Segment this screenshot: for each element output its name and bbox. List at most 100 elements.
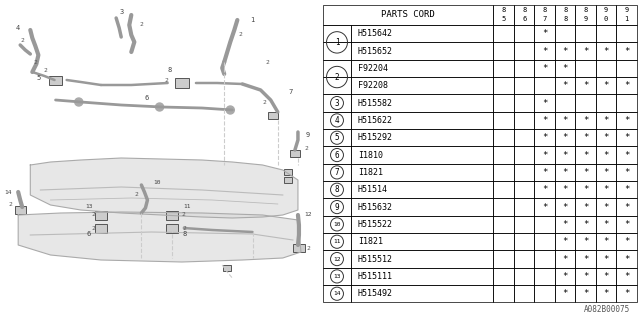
- Text: *: *: [604, 168, 609, 177]
- Text: 2: 2: [304, 146, 308, 150]
- Bar: [514, 268, 534, 285]
- Bar: [534, 94, 555, 112]
- Text: 2: 2: [183, 226, 187, 230]
- Bar: [166, 211, 178, 220]
- Bar: [534, 146, 555, 164]
- Bar: [323, 42, 351, 60]
- Bar: [323, 250, 351, 268]
- Bar: [555, 94, 575, 112]
- Text: 14: 14: [4, 189, 12, 195]
- Bar: [555, 25, 575, 42]
- Text: A082B00075: A082B00075: [584, 305, 630, 314]
- Bar: [323, 60, 351, 77]
- Circle shape: [156, 103, 164, 111]
- Text: *: *: [624, 46, 629, 56]
- Text: 3: 3: [119, 9, 124, 15]
- Text: 13: 13: [85, 204, 93, 210]
- Bar: [49, 76, 61, 84]
- Text: *: *: [542, 150, 547, 160]
- Bar: [616, 5, 637, 25]
- Bar: [596, 233, 616, 250]
- Bar: [351, 129, 493, 146]
- Text: H515111: H515111: [358, 272, 393, 281]
- Text: 12: 12: [304, 212, 312, 218]
- Bar: [596, 77, 616, 94]
- Bar: [616, 181, 637, 198]
- Bar: [596, 60, 616, 77]
- Bar: [95, 223, 107, 233]
- Bar: [616, 129, 637, 146]
- Bar: [351, 146, 493, 164]
- Bar: [575, 112, 596, 129]
- Bar: [534, 77, 555, 94]
- Bar: [596, 164, 616, 181]
- Bar: [596, 5, 616, 25]
- Bar: [514, 198, 534, 216]
- Bar: [493, 233, 514, 250]
- Text: H515642: H515642: [358, 29, 393, 38]
- Text: *: *: [583, 289, 588, 298]
- Bar: [575, 198, 596, 216]
- Bar: [493, 94, 514, 112]
- Bar: [596, 129, 616, 146]
- Text: H51514: H51514: [358, 185, 388, 194]
- Text: 11: 11: [183, 204, 191, 210]
- Bar: [493, 268, 514, 285]
- Bar: [534, 25, 555, 42]
- Bar: [616, 112, 637, 129]
- Text: *: *: [624, 185, 629, 194]
- Bar: [323, 164, 351, 181]
- Bar: [493, 146, 514, 164]
- Text: H515522: H515522: [358, 220, 393, 229]
- Bar: [493, 60, 514, 77]
- Bar: [323, 268, 351, 285]
- Bar: [351, 94, 493, 112]
- Bar: [616, 77, 637, 94]
- Bar: [596, 94, 616, 112]
- Text: 5: 5: [36, 75, 40, 81]
- Bar: [596, 112, 616, 129]
- Bar: [493, 77, 514, 94]
- Bar: [514, 77, 534, 94]
- Text: *: *: [583, 168, 588, 177]
- Text: *: *: [583, 133, 588, 142]
- Bar: [323, 233, 351, 250]
- Text: 8: 8: [563, 16, 567, 22]
- Bar: [514, 164, 534, 181]
- Bar: [555, 233, 575, 250]
- Bar: [534, 216, 555, 233]
- Text: 4: 4: [335, 116, 339, 125]
- Bar: [323, 181, 351, 198]
- Text: 4: 4: [16, 25, 20, 31]
- Text: *: *: [563, 81, 568, 90]
- Text: 8: 8: [182, 231, 187, 237]
- Text: 8: 8: [335, 185, 339, 194]
- Text: *: *: [624, 255, 629, 264]
- Bar: [534, 60, 555, 77]
- Text: *: *: [604, 81, 609, 90]
- Bar: [575, 25, 596, 42]
- Bar: [616, 233, 637, 250]
- Bar: [555, 146, 575, 164]
- Bar: [514, 233, 534, 250]
- Text: *: *: [624, 133, 629, 142]
- Text: *: *: [542, 116, 547, 125]
- Text: *: *: [583, 237, 588, 246]
- Text: H515492: H515492: [358, 289, 393, 298]
- Text: 2: 2: [44, 68, 47, 73]
- Bar: [351, 25, 493, 42]
- Text: *: *: [604, 116, 609, 125]
- Text: 7: 7: [543, 16, 547, 22]
- Bar: [596, 216, 616, 233]
- Text: *: *: [563, 46, 568, 56]
- Bar: [223, 265, 231, 271]
- Bar: [284, 169, 292, 175]
- Bar: [616, 198, 637, 216]
- Bar: [575, 94, 596, 112]
- Bar: [616, 94, 637, 112]
- Bar: [351, 77, 493, 94]
- Bar: [514, 250, 534, 268]
- Bar: [514, 25, 534, 42]
- Bar: [555, 285, 575, 302]
- Bar: [616, 60, 637, 77]
